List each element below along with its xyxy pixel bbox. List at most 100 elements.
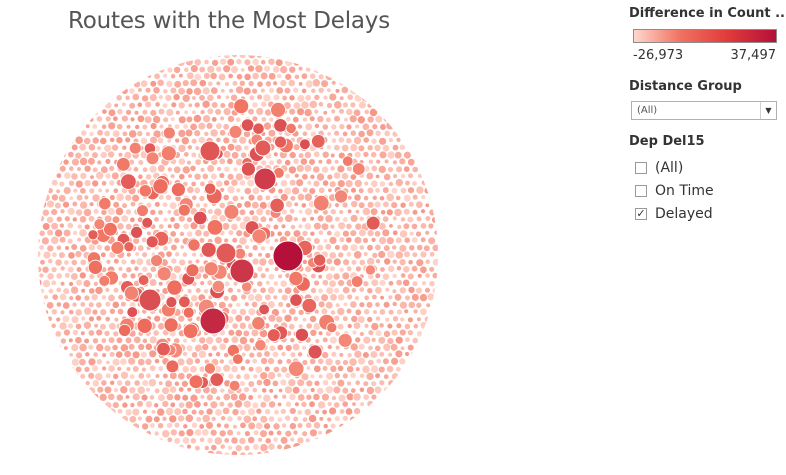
- route-bubble[interactable]: [251, 401, 260, 409]
- route-bubble[interactable]: [169, 216, 176, 223]
- route-bubble[interactable]: [198, 336, 207, 345]
- route-bubble[interactable]: [428, 208, 436, 217]
- route-bubble[interactable]: [83, 164, 92, 173]
- route-bubble[interactable]: [363, 294, 370, 301]
- route-bubble[interactable]: [198, 195, 206, 202]
- route-bubble[interactable]: [178, 258, 186, 267]
- route-bubble[interactable]: [149, 278, 158, 287]
- route-bubble[interactable]: [165, 296, 178, 309]
- route-bubble[interactable]: [247, 51, 256, 60]
- route-bubble[interactable]: [379, 266, 386, 273]
- route-bubble[interactable]: [74, 336, 83, 345]
- route-bubble[interactable]: [313, 108, 319, 115]
- route-bubble[interactable]: [281, 422, 287, 429]
- route-bubble[interactable]: [324, 385, 334, 395]
- route-bubble[interactable]: [272, 422, 281, 431]
- route-bubble[interactable]: [64, 245, 70, 251]
- route-bubble[interactable]: [60, 151, 67, 158]
- route-bubble[interactable]: [177, 372, 186, 381]
- route-bubble[interactable]: [366, 201, 375, 209]
- route-bubble[interactable]: [346, 380, 352, 387]
- route-bubble[interactable]: [378, 137, 387, 146]
- route-bubble[interactable]: [231, 194, 239, 202]
- route-bubble[interactable]: [222, 406, 231, 415]
- route-bubble[interactable]: [173, 437, 181, 445]
- route-bubble[interactable]: [153, 315, 161, 323]
- route-bubble[interactable]: [189, 437, 197, 445]
- route-bubble[interactable]: [379, 123, 387, 131]
- route-bubble[interactable]: [223, 422, 230, 430]
- route-bubble[interactable]: [66, 238, 74, 245]
- route-bubble[interactable]: [156, 78, 165, 87]
- route-bubble[interactable]: [342, 155, 354, 167]
- route-bubble[interactable]: [366, 229, 375, 237]
- route-bubble[interactable]: [382, 144, 390, 153]
- route-bubble[interactable]: [350, 387, 357, 394]
- route-bubble[interactable]: [276, 343, 284, 351]
- route-bubble[interactable]: [374, 286, 383, 295]
- route-bubble[interactable]: [373, 144, 382, 152]
- route-bubble[interactable]: [107, 364, 116, 373]
- route-bubble[interactable]: [117, 308, 125, 316]
- route-bubble[interactable]: [404, 336, 411, 343]
- route-bubble[interactable]: [403, 308, 409, 314]
- route-bubble[interactable]: [149, 209, 157, 216]
- route-bubble[interactable]: [115, 136, 124, 144]
- route-bubble[interactable]: [247, 80, 255, 87]
- route-bubble-notable[interactable]: [253, 167, 277, 191]
- route-bubble[interactable]: [125, 366, 132, 372]
- route-bubble[interactable]: [362, 336, 371, 345]
- route-bubble[interactable]: [337, 323, 345, 331]
- route-bubble[interactable]: [75, 322, 82, 330]
- route-bubble[interactable]: [385, 121, 395, 131]
- route-bubble[interactable]: [173, 393, 182, 402]
- route-bubble[interactable]: [362, 151, 370, 158]
- route-bubble[interactable]: [325, 301, 334, 310]
- route-bubble[interactable]: [370, 322, 380, 331]
- route-bubble[interactable]: [170, 101, 178, 109]
- route-bubble[interactable]: [94, 286, 104, 295]
- route-bubble[interactable]: [79, 271, 87, 280]
- route-bubble[interactable]: [169, 86, 177, 95]
- route-bubble[interactable]: [281, 95, 288, 102]
- route-bubble[interactable]: [349, 214, 359, 223]
- route-bubble[interactable]: [326, 416, 332, 423]
- route-bubble[interactable]: [50, 266, 58, 273]
- route-bubble[interactable]: [218, 342, 227, 351]
- route-bubble[interactable]: [191, 421, 198, 429]
- route-bubble[interactable]: [332, 385, 342, 395]
- route-bubble[interactable]: [265, 280, 271, 286]
- route-bubble[interactable]: [374, 344, 382, 352]
- route-bubble[interactable]: [38, 300, 46, 308]
- route-bubble[interactable]: [235, 229, 243, 237]
- route-bubble[interactable]: [189, 393, 199, 403]
- route-bubble[interactable]: [382, 215, 390, 223]
- route-bubble[interactable]: [317, 87, 325, 94]
- route-bubble[interactable]: [374, 272, 381, 279]
- route-bubble[interactable]: [96, 243, 103, 251]
- route-bubble[interactable]: [177, 87, 186, 96]
- route-bubble[interactable]: [79, 244, 88, 253]
- route-bubble[interactable]: [191, 138, 198, 145]
- route-bubble[interactable]: [349, 243, 359, 252]
- route-bubble[interactable]: [267, 286, 276, 295]
- route-bubble[interactable]: [313, 364, 322, 373]
- route-bubble[interactable]: [407, 329, 414, 336]
- route-bubble[interactable]: [98, 393, 108, 402]
- route-bubble[interactable]: [50, 208, 58, 216]
- route-bubble[interactable]: [90, 108, 99, 117]
- route-bubble[interactable]: [153, 402, 159, 409]
- route-bubble[interactable]: [239, 80, 246, 87]
- route-bubble[interactable]: [201, 428, 210, 437]
- route-bubble[interactable]: [375, 159, 381, 165]
- route-bubble[interactable]: [307, 344, 323, 360]
- route-bubble[interactable]: [58, 194, 67, 203]
- route-bubble[interactable]: [328, 236, 338, 245]
- route-bubble[interactable]: [111, 143, 119, 152]
- route-bubble[interactable]: [238, 308, 247, 316]
- route-bubble[interactable]: [358, 259, 366, 266]
- route-bubble[interactable]: [377, 250, 386, 259]
- route-bubble[interactable]: [185, 428, 195, 437]
- route-bubble[interactable]: [165, 194, 172, 201]
- route-bubble[interactable]: [342, 372, 349, 380]
